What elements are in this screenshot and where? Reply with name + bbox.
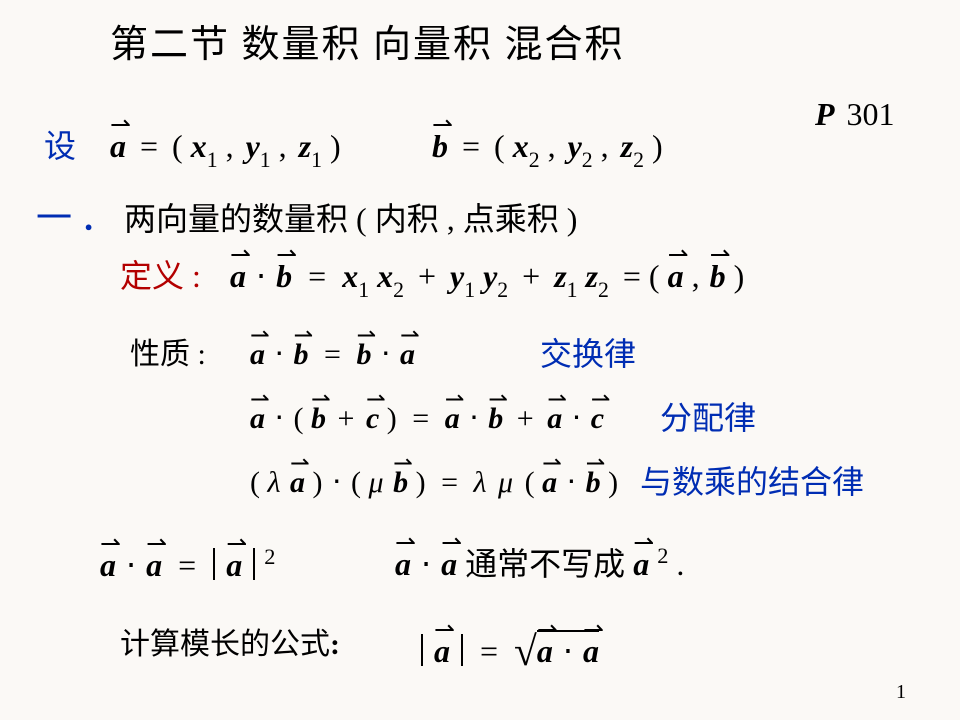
modulus-equation: a⇀ = √ a⇀ ⋅ a⇀ xyxy=(420,628,599,670)
pref-P: P xyxy=(815,96,835,132)
page-reference: P 301 xyxy=(815,98,895,130)
abs-bar-icon xyxy=(461,634,463,666)
property-1: a⇀ ⋅ b⇀ = b⇀ ⋅ a⇀ xyxy=(250,340,415,370)
self-dot-note: a⇀ ⋅ a⇀ 通常不写成 a⇀ 2 . xyxy=(395,548,684,580)
law-2-label: 分配律 xyxy=(660,402,756,434)
modulus-label: 计算模长的公式: xyxy=(120,630,340,660)
definition-equation: a⇀ ⋅ b⇀ = x1 x2 + y1 y2 + z1 z2 = ( a⇀ ,… xyxy=(230,260,744,292)
section-1-heading: 一 ． 两向量的数量积 ( 内积 , 点乘积 ) xyxy=(36,200,577,236)
abs-bar-icon xyxy=(421,634,423,666)
property-2: a⇀ ⋅ ( b⇀ + c⇀ ) = a⇀ ⋅ b⇀ + a⇀ ⋅ c⇀ xyxy=(250,404,604,434)
pref-num: 301 xyxy=(847,96,895,132)
abs-bar-icon xyxy=(253,548,255,580)
self-dot-equation: a⇀ ⋅ a⇀ = a⇀ 2 xyxy=(100,548,275,581)
title-text: 第二节 数量积 向量积 混合积 xyxy=(110,24,625,66)
property-3: ( λ a⇀ ) ⋅ ( μ b⇀ ) = λ μ ( a⇀ ⋅ b⇀ ) xyxy=(250,468,618,498)
vec-a-definition: a⇀ = ( x1 , y1 , z1 ) xyxy=(110,130,341,162)
law-3-label: 与数乘的结合律 xyxy=(640,466,864,498)
abs-bar-icon xyxy=(213,548,215,580)
page-title: 第二节 数量积 向量积 混合积 xyxy=(110,26,625,64)
properties-label: 性质 : xyxy=(130,340,206,370)
law-1-label: 交换律 xyxy=(540,338,636,370)
page-number: 1 xyxy=(896,682,906,702)
let-label: 设 xyxy=(44,130,76,162)
sqrt-icon: √ xyxy=(514,628,537,674)
vec-b-definition: b⇀ = ( x2 , y2 , z2 ) xyxy=(432,130,663,162)
definition-label: 定义 : xyxy=(120,260,201,292)
